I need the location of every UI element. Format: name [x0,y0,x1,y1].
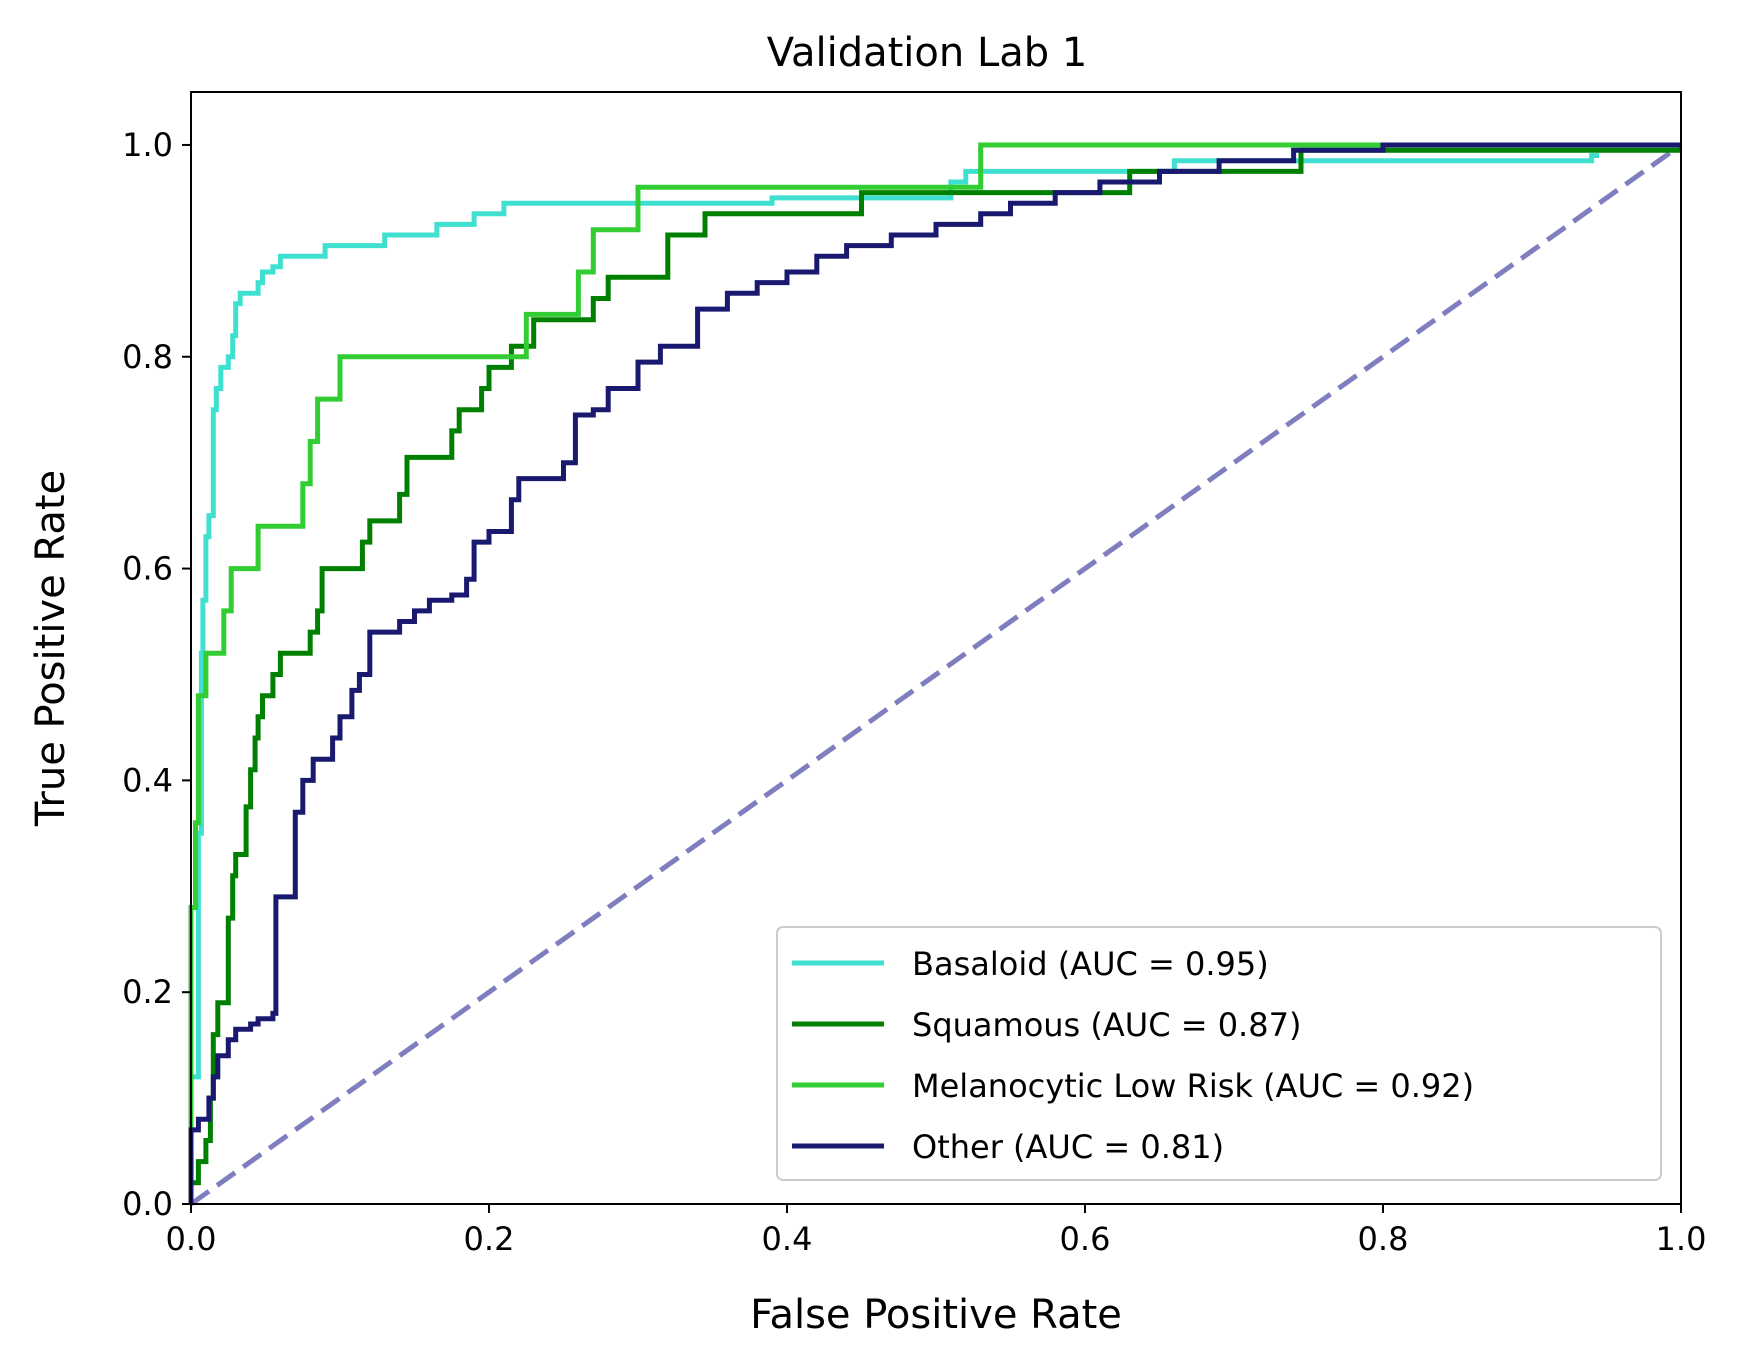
x-tick-label: 1.0 [1656,1220,1707,1258]
legend-label: Other (AUC = 0.81) [912,1128,1224,1166]
y-tick-label: 0.6 [122,550,173,588]
y-tick-label: 0.0 [122,1185,173,1223]
series-layer [188,142,1683,1207]
legend-label: Melanocytic Low Risk (AUC = 0.92) [912,1067,1474,1105]
y-tick-label: 1.0 [122,126,173,164]
x-axis-label: False Positive Rate [750,1292,1122,1338]
series-line-1 [188,147,1681,1204]
x-tick-label: 0.6 [1060,1220,1111,1258]
chart-title: Validation Lab 1 [767,30,1088,76]
series-line-2 [188,142,1592,1204]
legend-box [776,926,1662,1181]
y-tick-label: 0.8 [122,338,173,376]
legend-items: Basaloid (AUC = 0.95) Squamous (AUC = 0.8… [792,945,1474,1166]
series-line-0 [188,153,1599,1204]
plot-area [188,91,1683,1207]
y-axis-label: True Positive Rate [28,470,74,827]
x-tick-label: 0.2 [464,1220,515,1258]
plot-frame [190,91,1682,1205]
x-tick-label: 0.8 [1358,1220,1409,1258]
series-line-3 [188,142,1681,1204]
chance-diagonal-line [189,142,1683,1207]
y-tick-label: 0.4 [122,761,173,799]
x-tick-label: 0.4 [762,1220,813,1258]
legend: Basaloid (AUC = 0.95) Squamous (AUC = 0.8… [776,926,1662,1181]
y-tick-label: 0.2 [122,973,173,1011]
legend-label: Basaloid (AUC = 0.95) [912,945,1269,983]
y-axis-ticks: 0.0 0.2 0.4 0.6 0.8 1.0 [122,126,191,1223]
x-axis-ticks: 0.0 0.2 0.4 0.6 0.8 1.0 [166,1204,1707,1258]
x-tick-label: 0.0 [166,1220,217,1258]
legend-label: Squamous (AUC = 0.87) [912,1006,1301,1044]
